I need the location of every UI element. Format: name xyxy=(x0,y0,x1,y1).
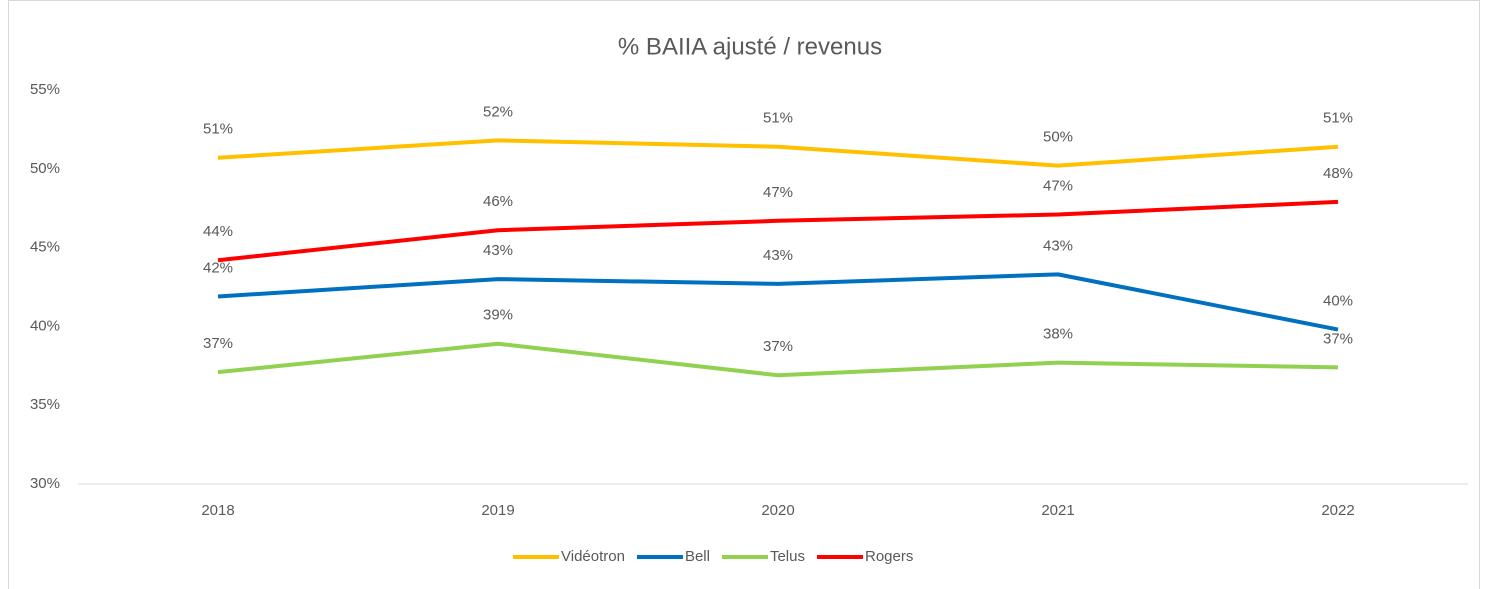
data-label: 43% xyxy=(1043,237,1073,254)
data-label: 40% xyxy=(1323,293,1353,310)
y-tick-label: 30% xyxy=(30,475,60,492)
series-line xyxy=(217,138,1339,168)
data-label: 37% xyxy=(763,338,793,355)
data-label: 43% xyxy=(763,247,793,264)
legend-label: Vidéotron xyxy=(561,548,625,565)
y-tick-label: 40% xyxy=(30,317,60,334)
data-label: 51% xyxy=(1323,110,1353,127)
legend-label: Bell xyxy=(685,548,710,565)
y-tick-label: 35% xyxy=(30,396,60,413)
data-label: 48% xyxy=(1323,165,1353,182)
x-tick-label: 2020 xyxy=(761,502,794,519)
x-tick-label: 2018 xyxy=(201,502,234,519)
data-label: 46% xyxy=(483,193,513,210)
x-tick-label: 2022 xyxy=(1321,502,1354,519)
data-label: 50% xyxy=(1043,129,1073,146)
data-label: 38% xyxy=(1043,326,1073,343)
data-label: 52% xyxy=(483,103,513,120)
data-label: 51% xyxy=(763,110,793,127)
y-tick-label: 45% xyxy=(30,239,60,256)
y-tick-label: 55% xyxy=(30,81,60,98)
chart-title: % BAIIA ajusté / revenus xyxy=(618,33,882,60)
data-label: 37% xyxy=(203,335,233,352)
data-label: 47% xyxy=(1043,177,1073,194)
data-label: 39% xyxy=(483,307,513,324)
x-tick-label: 2019 xyxy=(481,502,514,519)
series-line xyxy=(217,341,1339,378)
data-label: 44% xyxy=(203,223,233,240)
legend-label: Telus xyxy=(770,548,805,565)
y-tick-label: 50% xyxy=(30,160,60,177)
data-label: 51% xyxy=(203,121,233,138)
data-label: 47% xyxy=(763,184,793,201)
x-tick-label: 2021 xyxy=(1041,502,1074,519)
data-label: 43% xyxy=(483,242,513,259)
data-label: 42% xyxy=(203,259,233,276)
data-label: 37% xyxy=(1323,330,1353,347)
legend-label: Rogers xyxy=(865,548,913,565)
series-line xyxy=(217,272,1339,332)
series-line xyxy=(217,199,1339,263)
